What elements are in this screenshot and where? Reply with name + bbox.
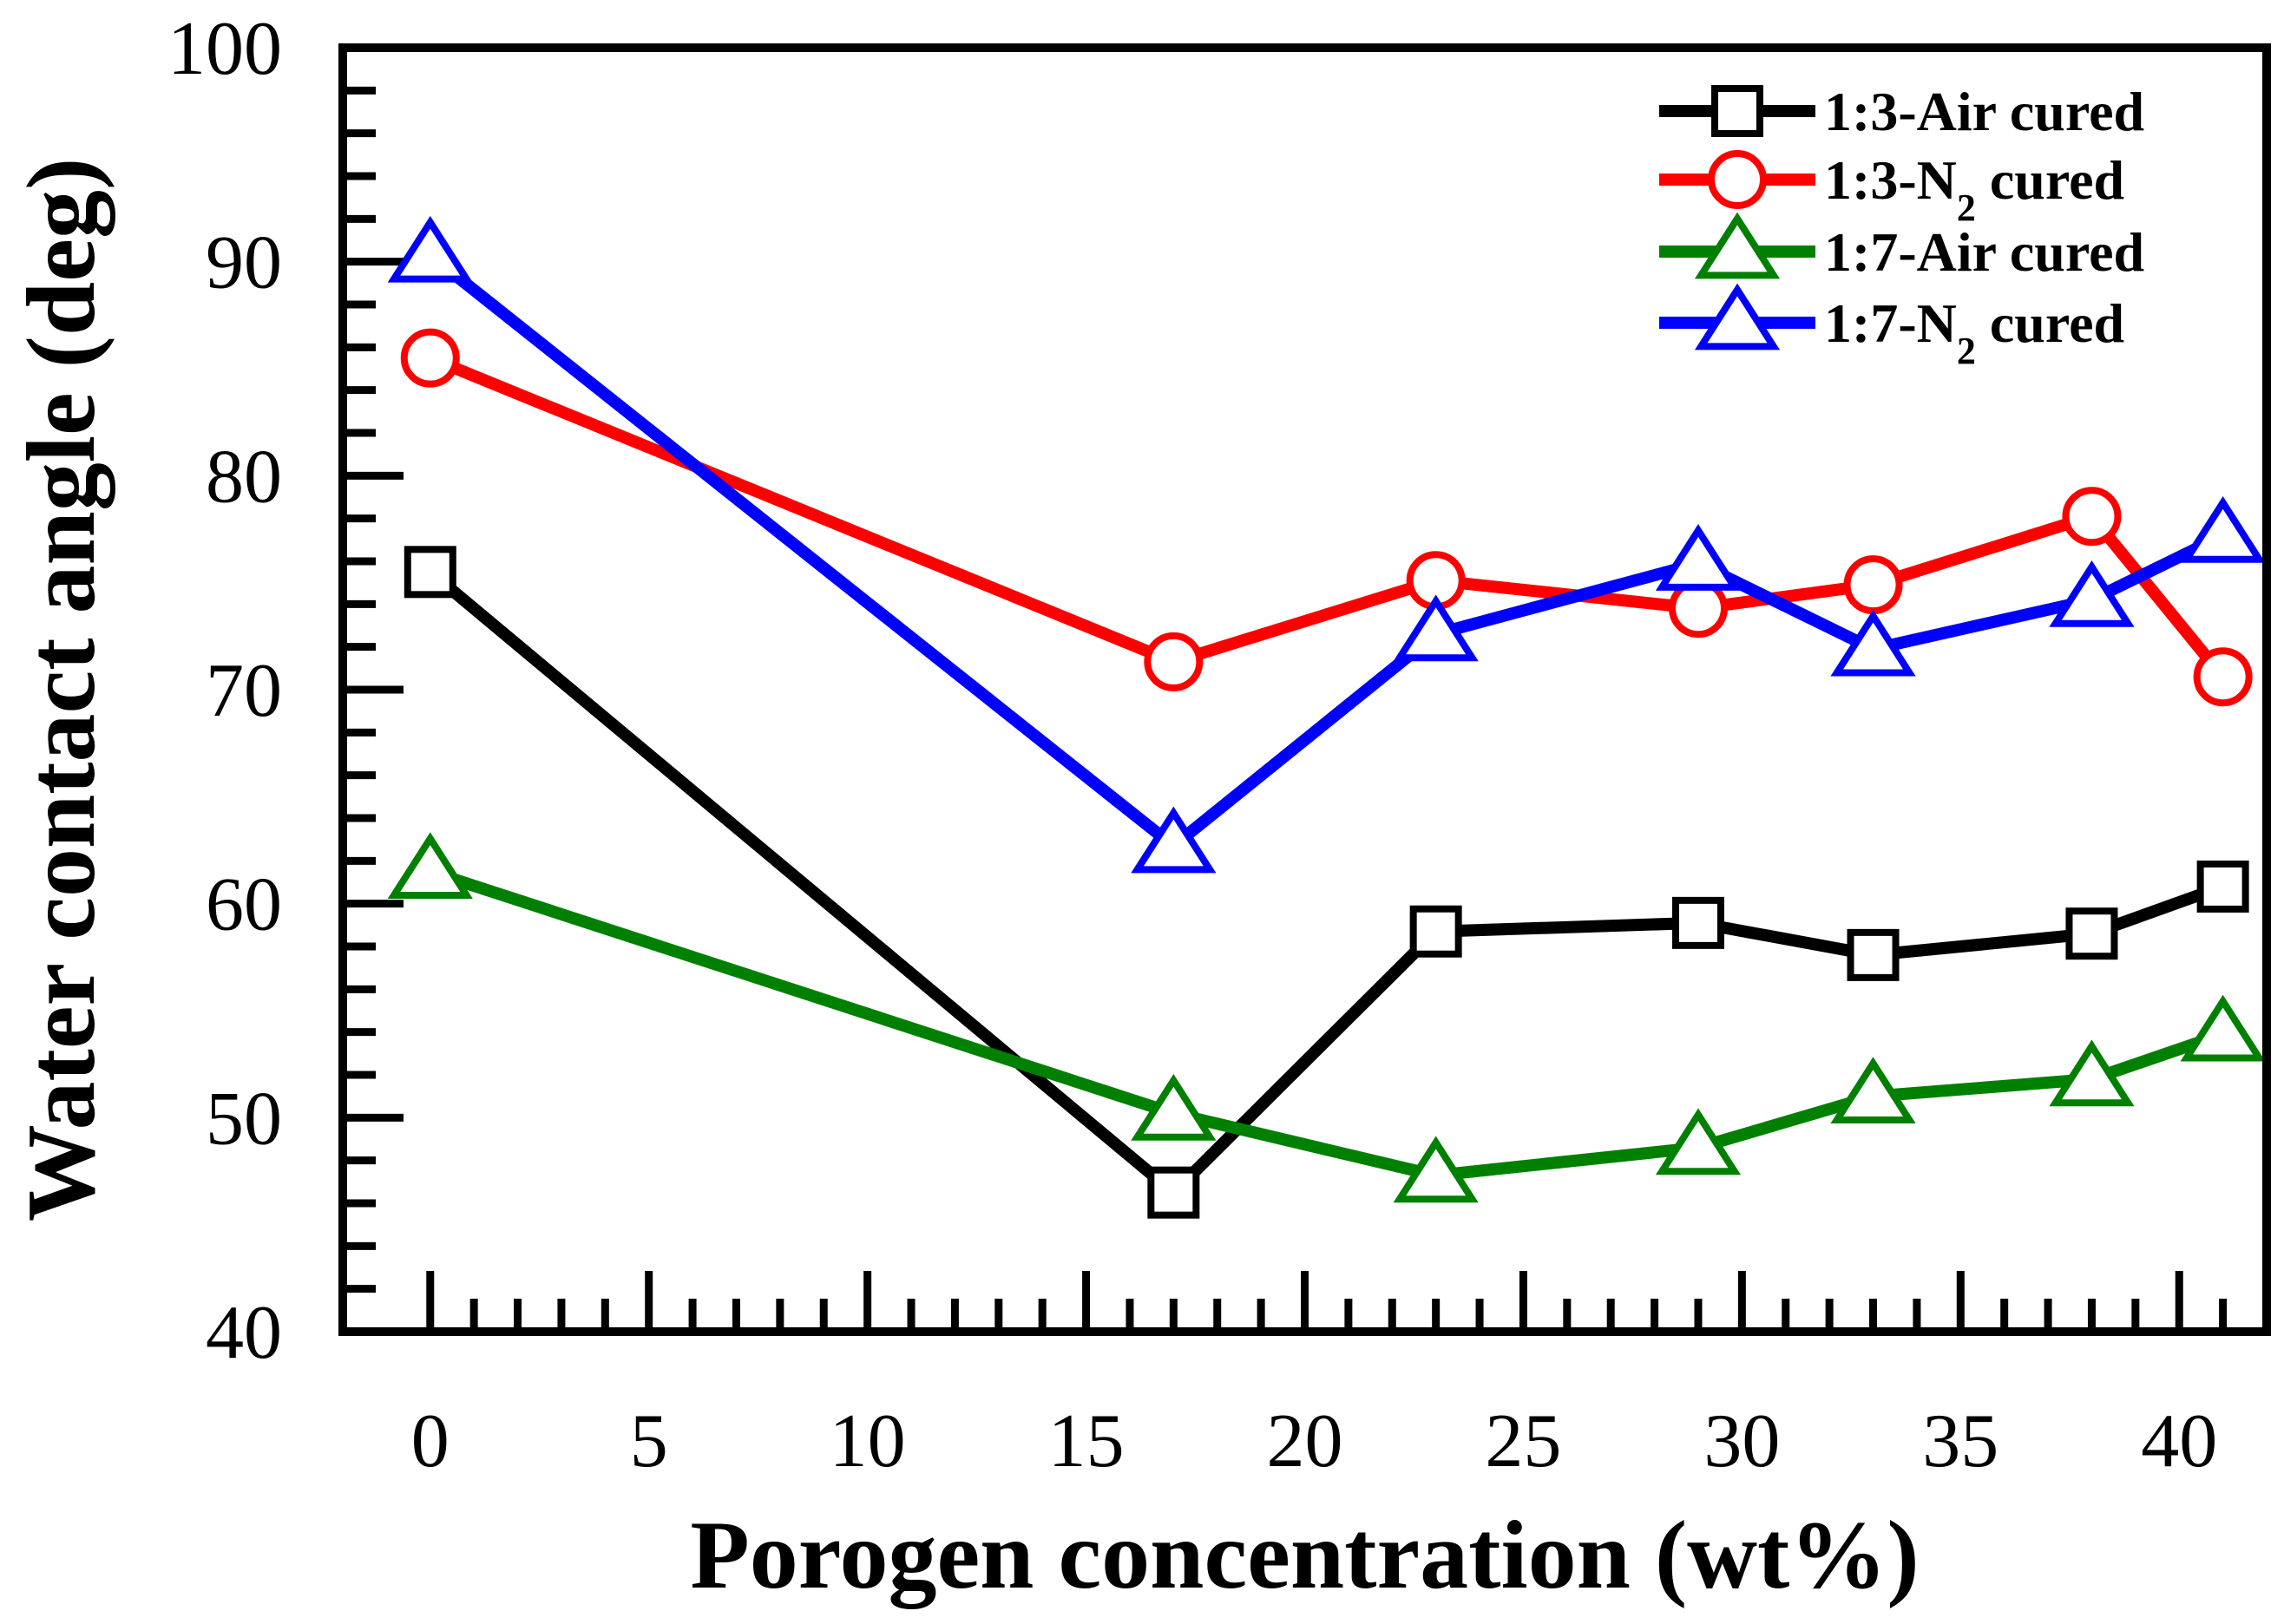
data-point <box>404 546 456 599</box>
data-point <box>2180 994 2266 1062</box>
legend-label: 1:3-N2 cured <box>1824 149 2124 229</box>
data-point <box>387 215 473 283</box>
series-3 <box>387 832 2266 1203</box>
y-tick-label: 60 <box>206 863 282 947</box>
data-point <box>2193 647 2253 707</box>
legend-marker <box>1711 85 1763 137</box>
data-point <box>2196 860 2249 913</box>
legend-entry: 1:7-N2 cured <box>1659 283 2124 372</box>
data-point <box>1393 594 1479 662</box>
x-tick-label: 5 <box>630 1399 668 1483</box>
x-axis-title: Porogen concentration (wt%) <box>690 1502 1919 1609</box>
legend-entry: 1:3-Air cured <box>1659 81 2144 142</box>
legend-marker <box>1708 150 1767 209</box>
data-point <box>387 832 473 900</box>
y-tick-label: 100 <box>167 7 282 91</box>
x-tick-label: 40 <box>2141 1399 2217 1483</box>
legend-marker <box>1694 283 1781 350</box>
data-point <box>1144 632 1204 691</box>
plot-frame <box>338 43 2271 1336</box>
x-tick-label: 35 <box>1922 1399 1998 1483</box>
y-tick-label: 90 <box>206 221 282 305</box>
data-point <box>1655 1108 1742 1175</box>
legend-entry: 1:7-Air cured <box>1659 212 2144 283</box>
data-point <box>2049 1039 2135 1107</box>
legend-label: 1:3-Air cured <box>1824 81 2144 142</box>
data-point <box>1409 905 1462 958</box>
y-tick-label: 80 <box>206 435 282 519</box>
data-point <box>1147 1166 1200 1219</box>
legend-label: 1:7-Air cured <box>1824 221 2144 283</box>
x-tick-label: 20 <box>1267 1399 1343 1483</box>
data-point <box>1843 555 1903 615</box>
data-point <box>2180 495 2266 563</box>
data-point <box>1655 524 1742 591</box>
data-point <box>400 328 460 388</box>
x-tick-label: 30 <box>1703 1399 1780 1483</box>
tick-labels: 0 5 10 15 20 25 30 35 40 40 50 60 70 80 90 100 <box>167 7 2217 1483</box>
x-tick-label: 25 <box>1485 1399 1561 1483</box>
data-point <box>2062 487 2122 547</box>
series-2 <box>400 328 2253 707</box>
data-point <box>1131 1073 1217 1141</box>
legend-marker <box>1694 212 1781 279</box>
data-point <box>1131 806 1217 874</box>
data-point <box>2049 560 2135 627</box>
data-point <box>1393 1136 1479 1203</box>
series-layer <box>387 215 2266 1219</box>
data-point <box>1830 609 1916 677</box>
series-1 <box>404 546 2249 1219</box>
x-tick-label: 0 <box>411 1399 450 1483</box>
axis-ticks <box>343 43 2271 1336</box>
y-tick-label: 50 <box>206 1077 282 1161</box>
x-tick-label: 15 <box>1048 1399 1125 1483</box>
series-4 <box>387 215 2266 874</box>
y-tick-label: 40 <box>206 1291 282 1375</box>
legend-label: 1:7-N2 cured <box>1824 292 2124 372</box>
y-tick-label: 70 <box>206 649 282 733</box>
data-point <box>1671 896 1724 949</box>
data-point <box>1847 928 1900 981</box>
data-point <box>1830 1057 1916 1124</box>
legend-entry: 1:3-N2 cured <box>1659 149 2124 229</box>
data-point <box>2065 907 2118 960</box>
y-axis-title: Water contact angle (deg) <box>8 158 115 1222</box>
x-tick-label: 10 <box>830 1399 906 1483</box>
